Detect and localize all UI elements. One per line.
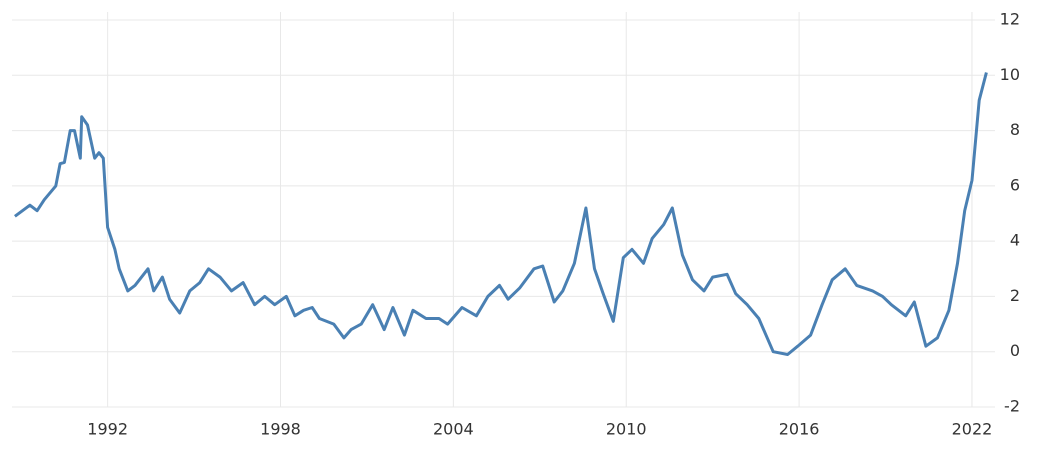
y-tick-label: 0 (1010, 341, 1020, 360)
line (14, 72, 988, 356)
y-tick-label: 12 (1000, 10, 1020, 29)
y-tick-label: 6 (1010, 175, 1020, 194)
x-tick-label: 2022 (952, 420, 993, 439)
x-tick-label: 1992 (87, 420, 128, 439)
x-tick-label: 2004 (433, 420, 474, 439)
x-tick-label: 1998 (260, 420, 301, 439)
y-tick-label: 8 (1010, 120, 1020, 139)
y-tick-label: 4 (1010, 231, 1020, 250)
x-tick-label: 2016 (779, 420, 820, 439)
y-tick-label: -2 (1004, 397, 1020, 416)
x-tick-label: 2010 (606, 420, 647, 439)
y-tick-label: 10 (1000, 65, 1020, 84)
y-tick-label: 2 (1010, 286, 1020, 305)
